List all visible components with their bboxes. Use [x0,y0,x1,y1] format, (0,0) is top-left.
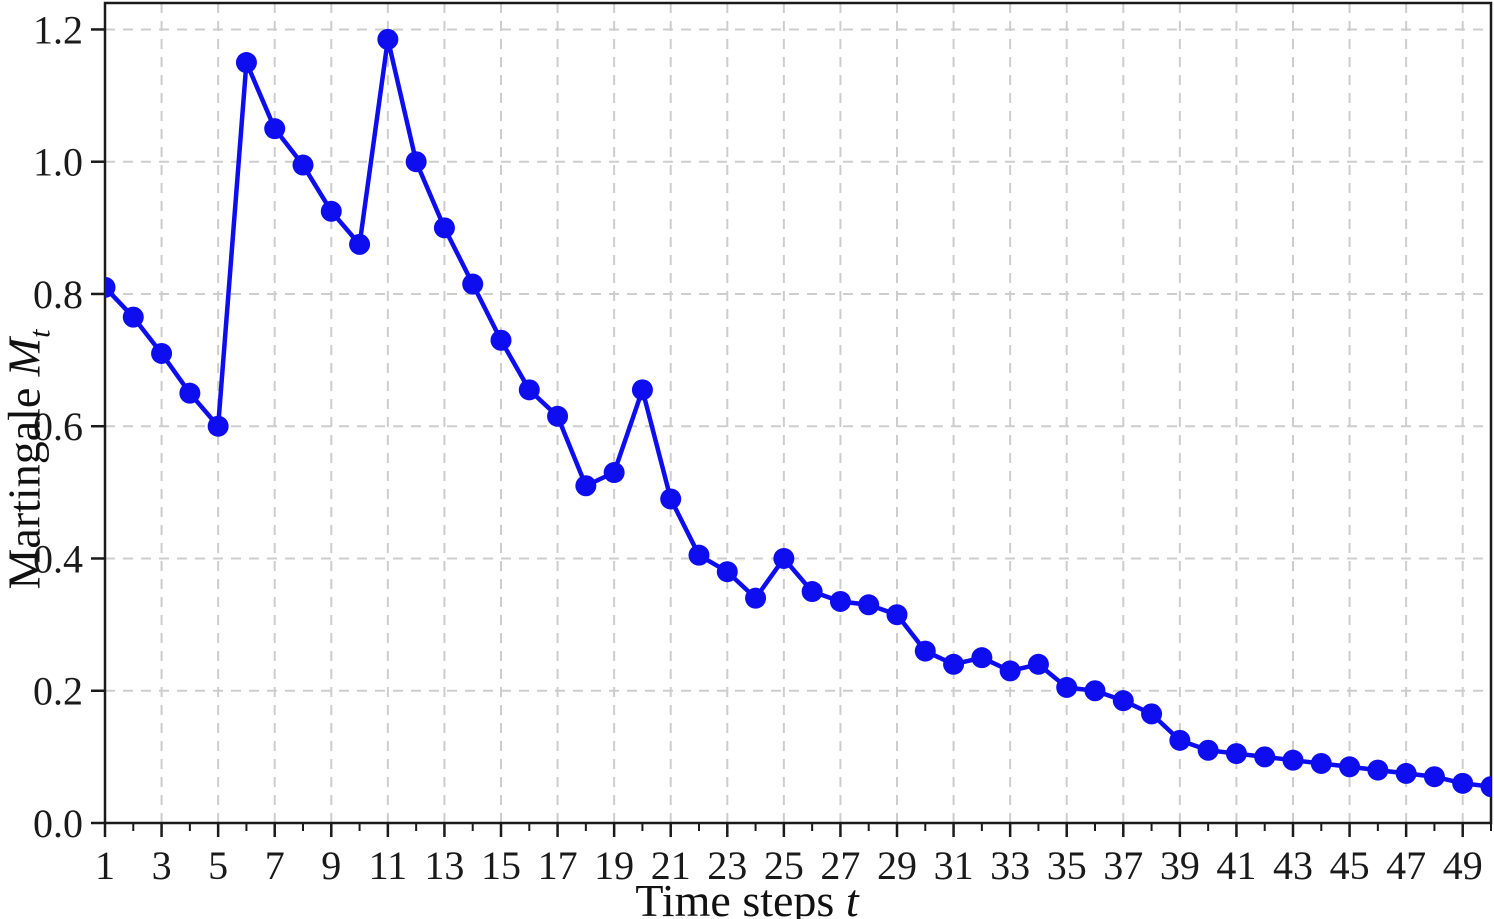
data-point [1310,752,1332,774]
data-point [716,561,738,583]
y-tick-label: 0.8 [33,272,83,317]
data-point [547,405,569,427]
data-point [801,581,823,603]
data-point [292,154,314,176]
data-point [1056,676,1078,698]
data-point [1339,756,1361,778]
x-tick-label: 21 [651,843,691,888]
data-point [1112,690,1134,712]
data-point [631,379,653,401]
y-tick-label: 0.4 [33,536,83,581]
x-tick-label: 17 [538,843,578,888]
data-point [349,233,371,255]
y-axis-label-var: M [0,337,50,377]
data-point [943,653,965,675]
plot-frame [103,1,1493,825]
x-tick-label: 27 [820,843,860,888]
data-point [886,604,908,626]
data-point [1367,759,1389,781]
x-tick-label: 47 [1386,843,1426,888]
data-point [1423,766,1445,788]
x-tick-label: 23 [707,843,747,888]
data-point [179,382,201,404]
data-point [1141,703,1163,725]
data-point [490,329,512,351]
data-point [1225,743,1247,765]
data-point [773,547,795,569]
x-tick-label: 15 [481,843,521,888]
x-tick-label: 11 [369,843,408,888]
data-point [377,28,399,50]
data-point [462,273,484,295]
data-point [745,587,767,609]
data-point [433,217,455,239]
x-axis-label-var: t [845,875,859,919]
x-tick-label: 31 [934,843,974,888]
x-axis-label-text: Time steps [635,875,835,919]
data-point [1452,772,1474,794]
x-axis-label: Time steps t [0,874,1494,919]
y-axis-label-sub: t [23,329,57,338]
x-tick-label: 7 [265,843,285,888]
y-tick-label: 1.0 [33,140,83,185]
y-tick-label: 0.0 [33,801,83,846]
data-point [858,594,880,616]
data-line [105,37,1491,789]
data-point [688,544,710,566]
x-tick-label: 9 [321,843,341,888]
data-point [405,151,427,173]
data-point [603,462,625,484]
data-point [575,475,597,497]
y-axis-label: Martingale Mt [0,290,57,630]
x-tick-label: 33 [990,843,1030,888]
data-point [971,647,993,669]
x-tick-label: 1 [95,843,115,888]
x-tick-label: 39 [1160,843,1200,888]
data-point [264,118,286,140]
x-tick-label: 43 [1273,843,1313,888]
data-point [1395,762,1417,784]
data-point [105,276,116,298]
y-tick-label: 0.2 [33,669,83,714]
x-tick-label: 45 [1330,843,1370,888]
x-tick-label: 37 [1103,843,1143,888]
data-point [1197,739,1219,761]
data-point [1084,680,1106,702]
data-point [207,415,229,437]
x-tick-label: 29 [877,843,917,888]
y-tick-label: 0.6 [33,404,83,449]
data-series [105,28,1491,798]
y-axis-label-text: Martingale [0,387,50,590]
data-point [320,200,342,222]
x-tick-label: 13 [424,843,464,888]
x-tick-label: 35 [1047,843,1087,888]
data-point [914,640,936,662]
data-point [1282,749,1304,771]
data-point [1027,653,1049,675]
data-point [1254,746,1276,768]
x-tick-label: 19 [594,843,634,888]
x-tick-label: 41 [1216,843,1256,888]
data-point [1480,776,1491,798]
data-point [518,379,540,401]
data-point [151,342,173,364]
x-tick-label: 5 [208,843,228,888]
data-point [122,306,144,328]
data-point [235,52,257,74]
y-tick-label: 1.2 [33,7,83,52]
x-tick-label: 49 [1443,843,1483,888]
x-tick-label: 25 [764,843,804,888]
data-point [1169,729,1191,751]
data-point [660,488,682,510]
data-point [999,660,1021,682]
data-point [829,590,851,612]
x-tick-label: 3 [152,843,172,888]
